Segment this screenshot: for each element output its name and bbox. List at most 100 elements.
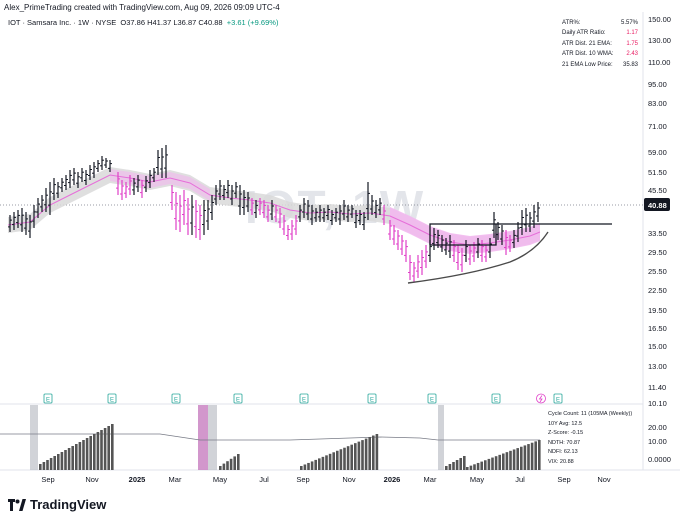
stats-value: 35.83 [622,61,638,68]
indicator-bar [96,432,100,470]
indicator-bar [233,456,236,470]
earnings-marker[interactable] [427,393,437,404]
stats-label: ATR%: [562,20,581,26]
time-tick-label: Nov [342,475,356,484]
indicator-bar [321,456,325,470]
price-tick-label: 19.50 [648,306,667,315]
earnings-marker-label: E [236,398,240,404]
indicator-bar [67,448,71,470]
symbol-legend[interactable]: IOT · Samsara Inc. · 1W · NYSE O37.86 H4… [8,18,278,27]
indicator-bar [318,458,321,470]
earnings-marker-label: E [46,398,50,404]
indicator-bar [509,450,512,470]
tradingview-logo[interactable]: TradingView [8,497,106,512]
time-tick-label: 2026 [384,475,401,484]
ema-line [7,174,541,246]
dividend-split-icon[interactable] [536,393,546,404]
time-tick-label: Sep [557,475,570,484]
indicator-bar [466,467,469,470]
cycle-stat-line: Cycle Count: 11 (105MA (Weekly)) [548,411,633,417]
indicator-bar [357,441,361,470]
indicator-bar [310,461,314,470]
stats-row: ATR%: 5.57% [562,18,638,28]
indicator-bar [89,436,92,470]
indicator-bar [103,428,107,470]
indicator-bar [350,444,353,470]
indicator-bar [82,440,85,470]
earnings-marker[interactable] [171,393,181,404]
price-tick-label: 51.50 [648,168,667,177]
indicator-bar [463,456,466,470]
indicator-bar [332,452,335,470]
stats-row: Daily ATR Ratio: 1.17 [562,28,638,38]
indicator-tick-label: 0.0000 [648,455,671,464]
current-price-badge [644,198,670,211]
indicator-bar [502,453,505,470]
indicator-bar [64,450,67,470]
price-tick-label: 15.00 [648,342,667,351]
base-box-drawing[interactable] [429,223,612,245]
time-tick-label: Nov [85,475,99,484]
earnings-marker[interactable] [107,393,117,404]
indicator-bar [538,440,541,470]
cycle-stats-panel: Cycle Count: 11 (105MA (Weekly)) 10Y Avg:… [548,410,632,467]
indicator-bar [336,450,339,470]
indicator-bar [372,435,375,470]
indicator-bar [361,440,364,470]
indicator-bar [60,452,64,470]
indicator-bar [46,460,49,470]
stats-label: ATR Dist. 10 WMA: [562,51,614,58]
base-box-drawing-inner[interactable] [430,224,497,246]
indicator-tick-label: 20.00 [648,423,667,432]
indicator-bar [455,460,459,470]
indicator-bar [300,466,303,470]
earnings-marker-label: E [430,398,434,404]
indicator-highlight-gray [438,405,444,470]
price-tick-label: 59.00 [648,148,667,157]
indicator-tick-label: 10.00 [648,437,667,446]
tradingview-logo-text: TradingView [30,497,107,512]
time-tick-label: Sep [296,475,309,484]
indicator-bar [314,459,317,470]
indicator-bar [469,465,473,470]
earnings-marker[interactable] [491,393,501,404]
tradingview-logo-icon [8,498,26,511]
indicator-bar [307,462,310,470]
indicator-bar [107,426,110,470]
cycle-stat-line: VIX: 20.88 [548,458,574,465]
indicator-bar [219,466,222,470]
price-tick-label: 110.00 [648,58,670,67]
time-tick-label: May [470,475,484,484]
earnings-marker[interactable] [233,393,243,404]
earnings-marker[interactable] [299,393,309,404]
time-tick-label: Nov [597,475,611,484]
chart-canvas[interactable]: 150.00 130.00 110.00 95.00 83.00 71.00 59.00 51… [0,0,680,486]
indicator-bar [491,457,494,470]
earnings-marker[interactable] [367,393,377,404]
earnings-marker-label: E [174,398,178,404]
stats-value: 1.75 [626,40,638,47]
earnings-marker-label: E [556,398,560,404]
earnings-marker[interactable] [553,393,563,404]
stats-row: ATR Dist. 10 WMA: 2.43 [562,49,638,59]
cycle-stat-line: NDFI: 62.13 [548,449,578,455]
earnings-marker-label: E [494,398,498,404]
indicator-bar [512,449,516,470]
cycle-stat-line: NDTH: 70.87 [548,439,581,446]
indicator-highlight-pink [198,405,208,470]
indicator-bar [343,447,346,470]
symbol-name[interactable]: IOT · Samsara Inc. · 1W · NYSE [8,18,117,27]
earnings-marker-label: E [302,398,306,404]
stats-label: 21 EMA Low Price: [562,61,613,68]
earnings-marker[interactable] [43,393,53,404]
indicator-bar [39,464,42,470]
price-tick-label: 25.50 [648,267,667,276]
stats-label: Daily ATR Ratio: [562,30,606,37]
cycle-stat-line: Z-Score: -0.15 [548,430,584,436]
indicator-bar [42,462,46,470]
earnings-marker-label: E [110,398,114,404]
base-curve-drawing[interactable] [407,231,549,284]
stats-row: 21 EMA Low Price: 35.83 [562,60,638,70]
time-tick-label: Mar [169,475,182,484]
indicator-bar [93,434,96,470]
